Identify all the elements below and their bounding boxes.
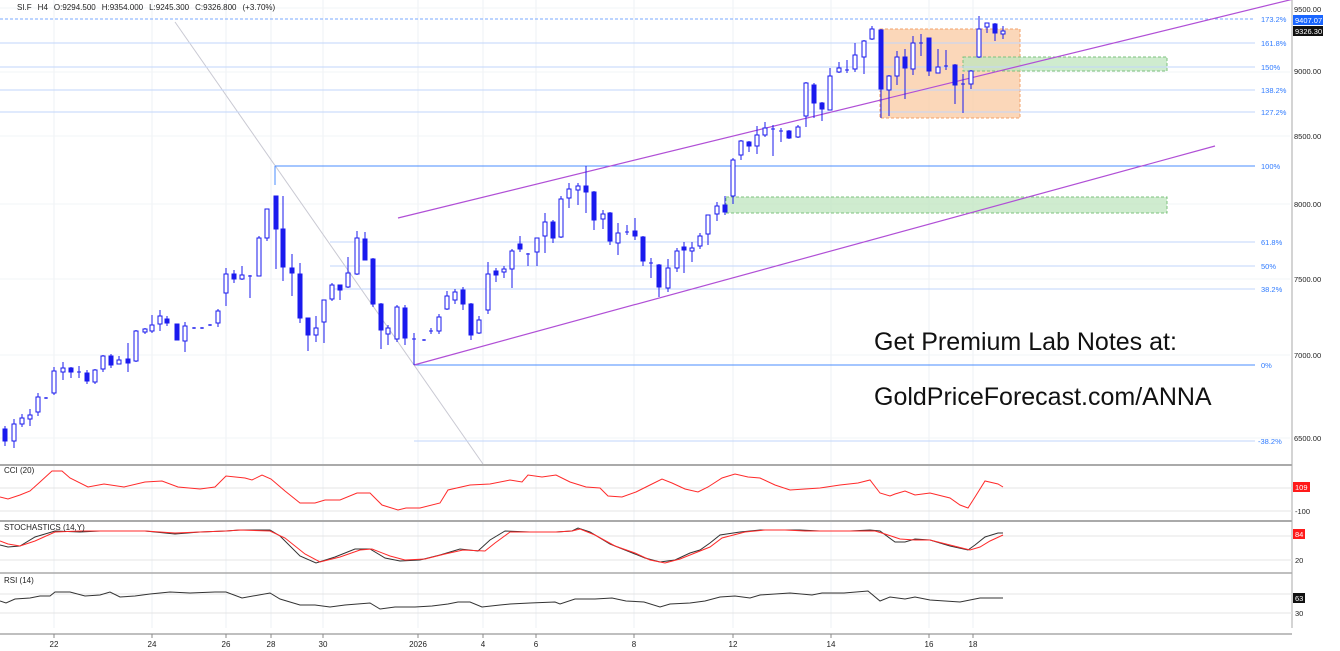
high-value: H:9354.000 [101, 3, 144, 12]
svg-text:14: 14 [827, 640, 836, 649]
panel-separators[interactable] [0, 464, 1292, 635]
diagonal-trendline[interactable] [174, 21, 484, 465]
orange-consolidation-box[interactable] [879, 28, 1021, 119]
svg-text:7000.00: 7000.00 [1294, 351, 1321, 360]
svg-text:138.2%: 138.2% [1261, 86, 1287, 95]
low-value: L:9245.300 [149, 3, 190, 12]
rsi-panel-title: RSI (14) [4, 576, 34, 585]
fib-labels: 173.2% 161.8% 150% 138.2% 127.2% 100% 61… [1258, 15, 1287, 446]
rsi-value: 63 [1295, 594, 1303, 603]
svg-text:22: 22 [50, 640, 59, 649]
cci-panel-title: CCI (20) [4, 466, 35, 475]
symbol: SI.F [17, 3, 32, 12]
svg-text:4: 4 [481, 640, 486, 649]
horizontal-grid [0, 7, 1290, 439]
green-support-zone-upper[interactable] [962, 56, 1168, 72]
svg-text:6: 6 [534, 640, 539, 649]
high-price-label-bg [1293, 15, 1323, 25]
green-support-zone-lower[interactable] [725, 196, 1168, 214]
cci-tick: -100 [1295, 507, 1310, 516]
svg-text:8500.00: 8500.00 [1294, 132, 1321, 141]
svg-text:18: 18 [969, 640, 978, 649]
stoch-value-bg [1293, 529, 1305, 539]
svg-text:9500.00: 9500.00 [1294, 5, 1321, 14]
svg-text:8000.00: 8000.00 [1294, 200, 1321, 209]
svg-text:26: 26 [222, 640, 231, 649]
svg-text:150%: 150% [1261, 63, 1281, 72]
stoch-value: 84 [1295, 530, 1303, 539]
stoch-tick: 20 [1295, 556, 1303, 565]
fibonacci-levels[interactable] [0, 18, 1255, 442]
change-value: (+3.70%) [242, 3, 276, 12]
svg-text:38.2%: 38.2% [1261, 285, 1283, 294]
svg-text:50%: 50% [1261, 262, 1276, 271]
high-price-label: 9407.07 [1295, 16, 1322, 25]
svg-text:9000.00: 9000.00 [1294, 67, 1321, 76]
promo-link[interactable]: GoldPriceForecast.com/ANNA [874, 383, 1212, 411]
cci-line [0, 470, 1004, 511]
stoch-d-line [0, 528, 1004, 564]
svg-text:24: 24 [148, 640, 157, 649]
candlesticks [2, 16, 1006, 448]
last-price-label-bg [1293, 26, 1323, 36]
last-price-label: 9326.30 [1295, 27, 1322, 36]
stoch-panel-title: STOCHASTICS (14,Y) [4, 523, 85, 532]
svg-text:28: 28 [267, 640, 276, 649]
open-value: O:9294.500 [53, 3, 96, 12]
rising-channel[interactable] [397, 0, 1310, 366]
svg-text:161.8%: 161.8% [1261, 39, 1287, 48]
promo-line-1: Get Premium Lab Notes at: [874, 328, 1177, 356]
cci-value: 109 [1295, 483, 1308, 492]
svg-text:2026: 2026 [409, 640, 427, 649]
svg-text:6500.00: 6500.00 [1294, 434, 1321, 443]
svg-text:100%: 100% [1261, 162, 1281, 171]
svg-text:173.2%: 173.2% [1261, 15, 1287, 24]
svg-text:-38.2%: -38.2% [1258, 437, 1282, 446]
ohlc-header: SI.F H4 O:9294.500 H:9354.000 L:9245.300 C:93… [17, 3, 281, 12]
svg-text:16: 16 [925, 640, 934, 649]
svg-text:127.2%: 127.2% [1261, 108, 1287, 117]
rsi-value-bg [1293, 593, 1305, 603]
timeframe: H4 [37, 3, 48, 12]
indicator-gridlines [0, 487, 1292, 614]
svg-text:12: 12 [729, 640, 738, 649]
rsi-line [0, 590, 1003, 610]
x-axis-ticks [53, 634, 974, 638]
svg-text:7500.00: 7500.00 [1294, 275, 1321, 284]
rsi-tick: 30 [1295, 609, 1303, 618]
cci-value-bg [1293, 482, 1310, 492]
svg-text:61.8%: 61.8% [1261, 238, 1283, 247]
svg-text:8: 8 [632, 640, 637, 649]
x-axis-labels[interactable]: 22 24 26 28 30 2026 4 6 8 12 14 16 18 [50, 640, 978, 649]
close-value: C:9326.800 [195, 3, 237, 12]
price-axis[interactable]: 9500.00 9000.00 8500.00 8000.00 7500.00 … [1294, 5, 1321, 443]
svg-text:0%: 0% [1261, 361, 1272, 370]
svg-text:30: 30 [319, 640, 328, 649]
